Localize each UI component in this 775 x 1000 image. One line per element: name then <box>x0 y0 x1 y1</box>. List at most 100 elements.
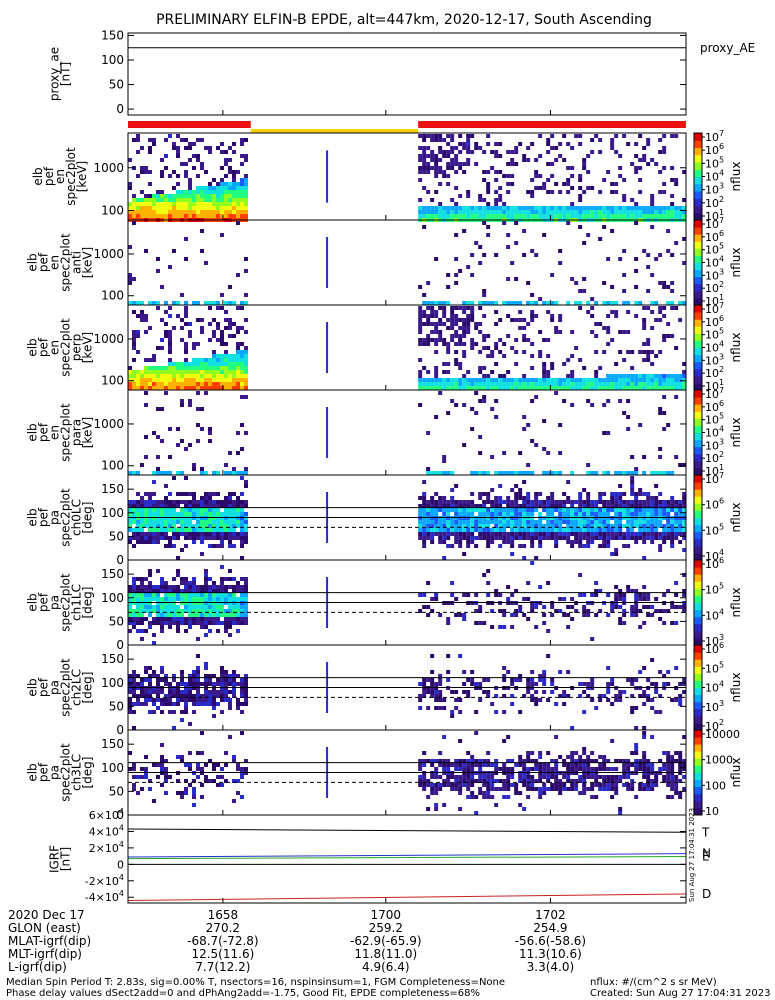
colorbar-tick-label: 105 <box>705 582 724 597</box>
y-axis-title: elb <box>26 763 40 781</box>
y-axis-title: [deg] <box>81 757 95 789</box>
y-tick-label: -2×104 <box>85 873 124 888</box>
colorbar-frame <box>693 729 703 816</box>
footer-info-line2: Phase delay values dSect2add=0 and dPhAn… <box>6 988 481 999</box>
heatmap-spike-1 <box>326 237 329 288</box>
x-tick-mlat: -56.6(-58.6) <box>514 934 587 948</box>
x-tick-time: 1702 <box>535 908 566 922</box>
footer-info-line1: Median Spin Period T: 2.83s, sig=0.00% T… <box>6 977 506 988</box>
y-tick-label: 0 <box>117 858 124 871</box>
colorbar-tick-label: 104 <box>705 255 724 270</box>
colorbar: 104 105 106 107 nflux <box>693 471 743 563</box>
y-axis-title: ch1LC <box>70 584 84 621</box>
x-tick-mlt: 12.5(11.6) <box>191 947 255 961</box>
y-axis-title: pef <box>37 252 51 272</box>
colorbar-tick-label: 105 <box>705 660 724 675</box>
colorbar-tick-label: 107 <box>705 471 724 486</box>
y-axis-title: spec2plot <box>59 573 73 632</box>
y-tick-label: 0 <box>116 808 124 822</box>
colorbar-tick-label: 107 <box>705 386 724 401</box>
science-zone-bar-1 <box>250 129 419 133</box>
y-tick-label: 100 <box>101 591 124 605</box>
colorbar-tick-label: 105 <box>705 327 724 342</box>
y-axis-title: spec2plot <box>59 318 73 377</box>
colorbar-tick-label: 102 <box>705 195 724 210</box>
panel-pa_spec2plot_ch2LC: 050100150elbpefpaspec2plotch2LC[deg]1021… <box>26 641 744 737</box>
y-axis-title: elb <box>26 338 40 356</box>
colorbar-tick-label: 102 <box>705 280 724 295</box>
x-tick-l: 3.3(4.0) <box>526 960 575 974</box>
series-line-T <box>127 828 687 833</box>
colorbar-tick-label: 100 <box>705 779 726 792</box>
y-tick-label: 0 <box>116 723 124 737</box>
colorbar-tick-label: 102 <box>705 450 724 465</box>
y-axis-title: ch2LC <box>70 669 84 706</box>
colorbar-tick-label: 106 <box>705 641 724 656</box>
colorbar-tick-label: 101 <box>705 293 724 308</box>
colorbar-tick-label: 101 <box>705 208 724 223</box>
series-line-D <box>127 893 687 902</box>
y-axis-title: en <box>48 425 62 440</box>
y-tick-label: -4×104 <box>85 889 124 904</box>
colorbar-title: nflux <box>729 248 743 278</box>
colorbar-tick-label: 106 <box>705 314 724 329</box>
panel-frame <box>127 814 687 904</box>
y-tick-label: 0 <box>116 553 124 567</box>
colorbar-tick-label: 105 <box>705 412 724 427</box>
y-axis-title: en <box>48 255 62 270</box>
colorbar-tick-label: 10000 <box>705 728 740 741</box>
y-tick-label: 100 <box>101 53 124 67</box>
series-label-D: D <box>702 887 711 901</box>
y-tick-label: 6×104 <box>89 807 124 822</box>
y-tick-label: 1000 <box>93 161 124 175</box>
y-tick-label: 1000 <box>93 332 124 346</box>
y-axis-title: pef <box>37 507 51 527</box>
y-tick-label: 150 <box>101 28 124 42</box>
y-tick-label: 50 <box>109 78 124 92</box>
colorbar-tick-label: 107 <box>705 129 724 144</box>
panel-pa_spec2plot_ch0LC: 050100150elbpefpaspec2plotch0LC[deg]1041… <box>26 471 744 567</box>
y-axis-title: pef <box>37 592 51 612</box>
x-tick-l: 4.9(6.4) <box>362 960 410 974</box>
y-tick-label: 2×104 <box>89 840 124 855</box>
footer-row-label-glon: GLON (east) <box>8 921 81 935</box>
y-axis-title: en <box>53 169 67 184</box>
y-axis-title: elb <box>26 593 40 611</box>
colorbar-tick-label: 106 <box>705 556 724 571</box>
colorbar-title: nflux <box>729 758 743 788</box>
series-line-E <box>127 856 687 860</box>
y-axis-title: pef <box>37 677 51 697</box>
x-tick-l: 7.7(12.2) <box>195 960 251 974</box>
colorbar-title: nflux <box>729 503 743 533</box>
colorbar-title: nflux <box>729 333 743 363</box>
panel-pa_spec2plot_ch3LC: 050100150elbpefpaspec2plotch3LC[deg]1010… <box>26 728 744 822</box>
series-label-T: T <box>701 825 710 839</box>
colorbar-tick-label: 102 <box>705 365 724 380</box>
x-tick-time: 1658 <box>207 908 239 922</box>
colorbar: 102 103 104 105 106 nflux <box>693 641 743 733</box>
y-tick-label: 0 <box>116 102 124 116</box>
x-tick-mlat: -68.7(-72.8) <box>187 934 259 948</box>
y-axis-title: IGRF <box>48 845 62 873</box>
colorbar-tick-label: 104 <box>705 607 724 622</box>
y-tick-label: 100 <box>101 676 124 690</box>
y-axis-title: para <box>70 419 84 446</box>
colorbar: 10 100 1000 10000 nflux <box>693 728 743 818</box>
y-axis-title: [keV] <box>81 417 95 448</box>
y-axis-title: pa <box>48 680 62 695</box>
timestamp-stamp: Sun Aug 27 17:04:31 2023 <box>688 808 696 902</box>
y-tick-label: 50 <box>109 699 124 713</box>
y-axis-title: [nT] <box>59 847 73 871</box>
footer-row-label-l: L-igrf(dip) <box>8 960 67 974</box>
heatmap-cells <box>128 654 687 730</box>
y-axis-title: ch3LC <box>70 754 84 791</box>
colorbar-tick-label: 1000 <box>705 754 733 767</box>
colorbar-tick-label: 104 <box>705 425 724 440</box>
colorbar-tick-label: 102 <box>705 718 724 733</box>
y-axis-title: spec2plot <box>59 233 73 292</box>
colorbar-tick-label: 103 <box>705 267 724 282</box>
footer-created: Created: Sun Aug 27 17:04:31 2023 <box>590 988 771 999</box>
colorbar-tick-label: 105 <box>705 242 724 257</box>
